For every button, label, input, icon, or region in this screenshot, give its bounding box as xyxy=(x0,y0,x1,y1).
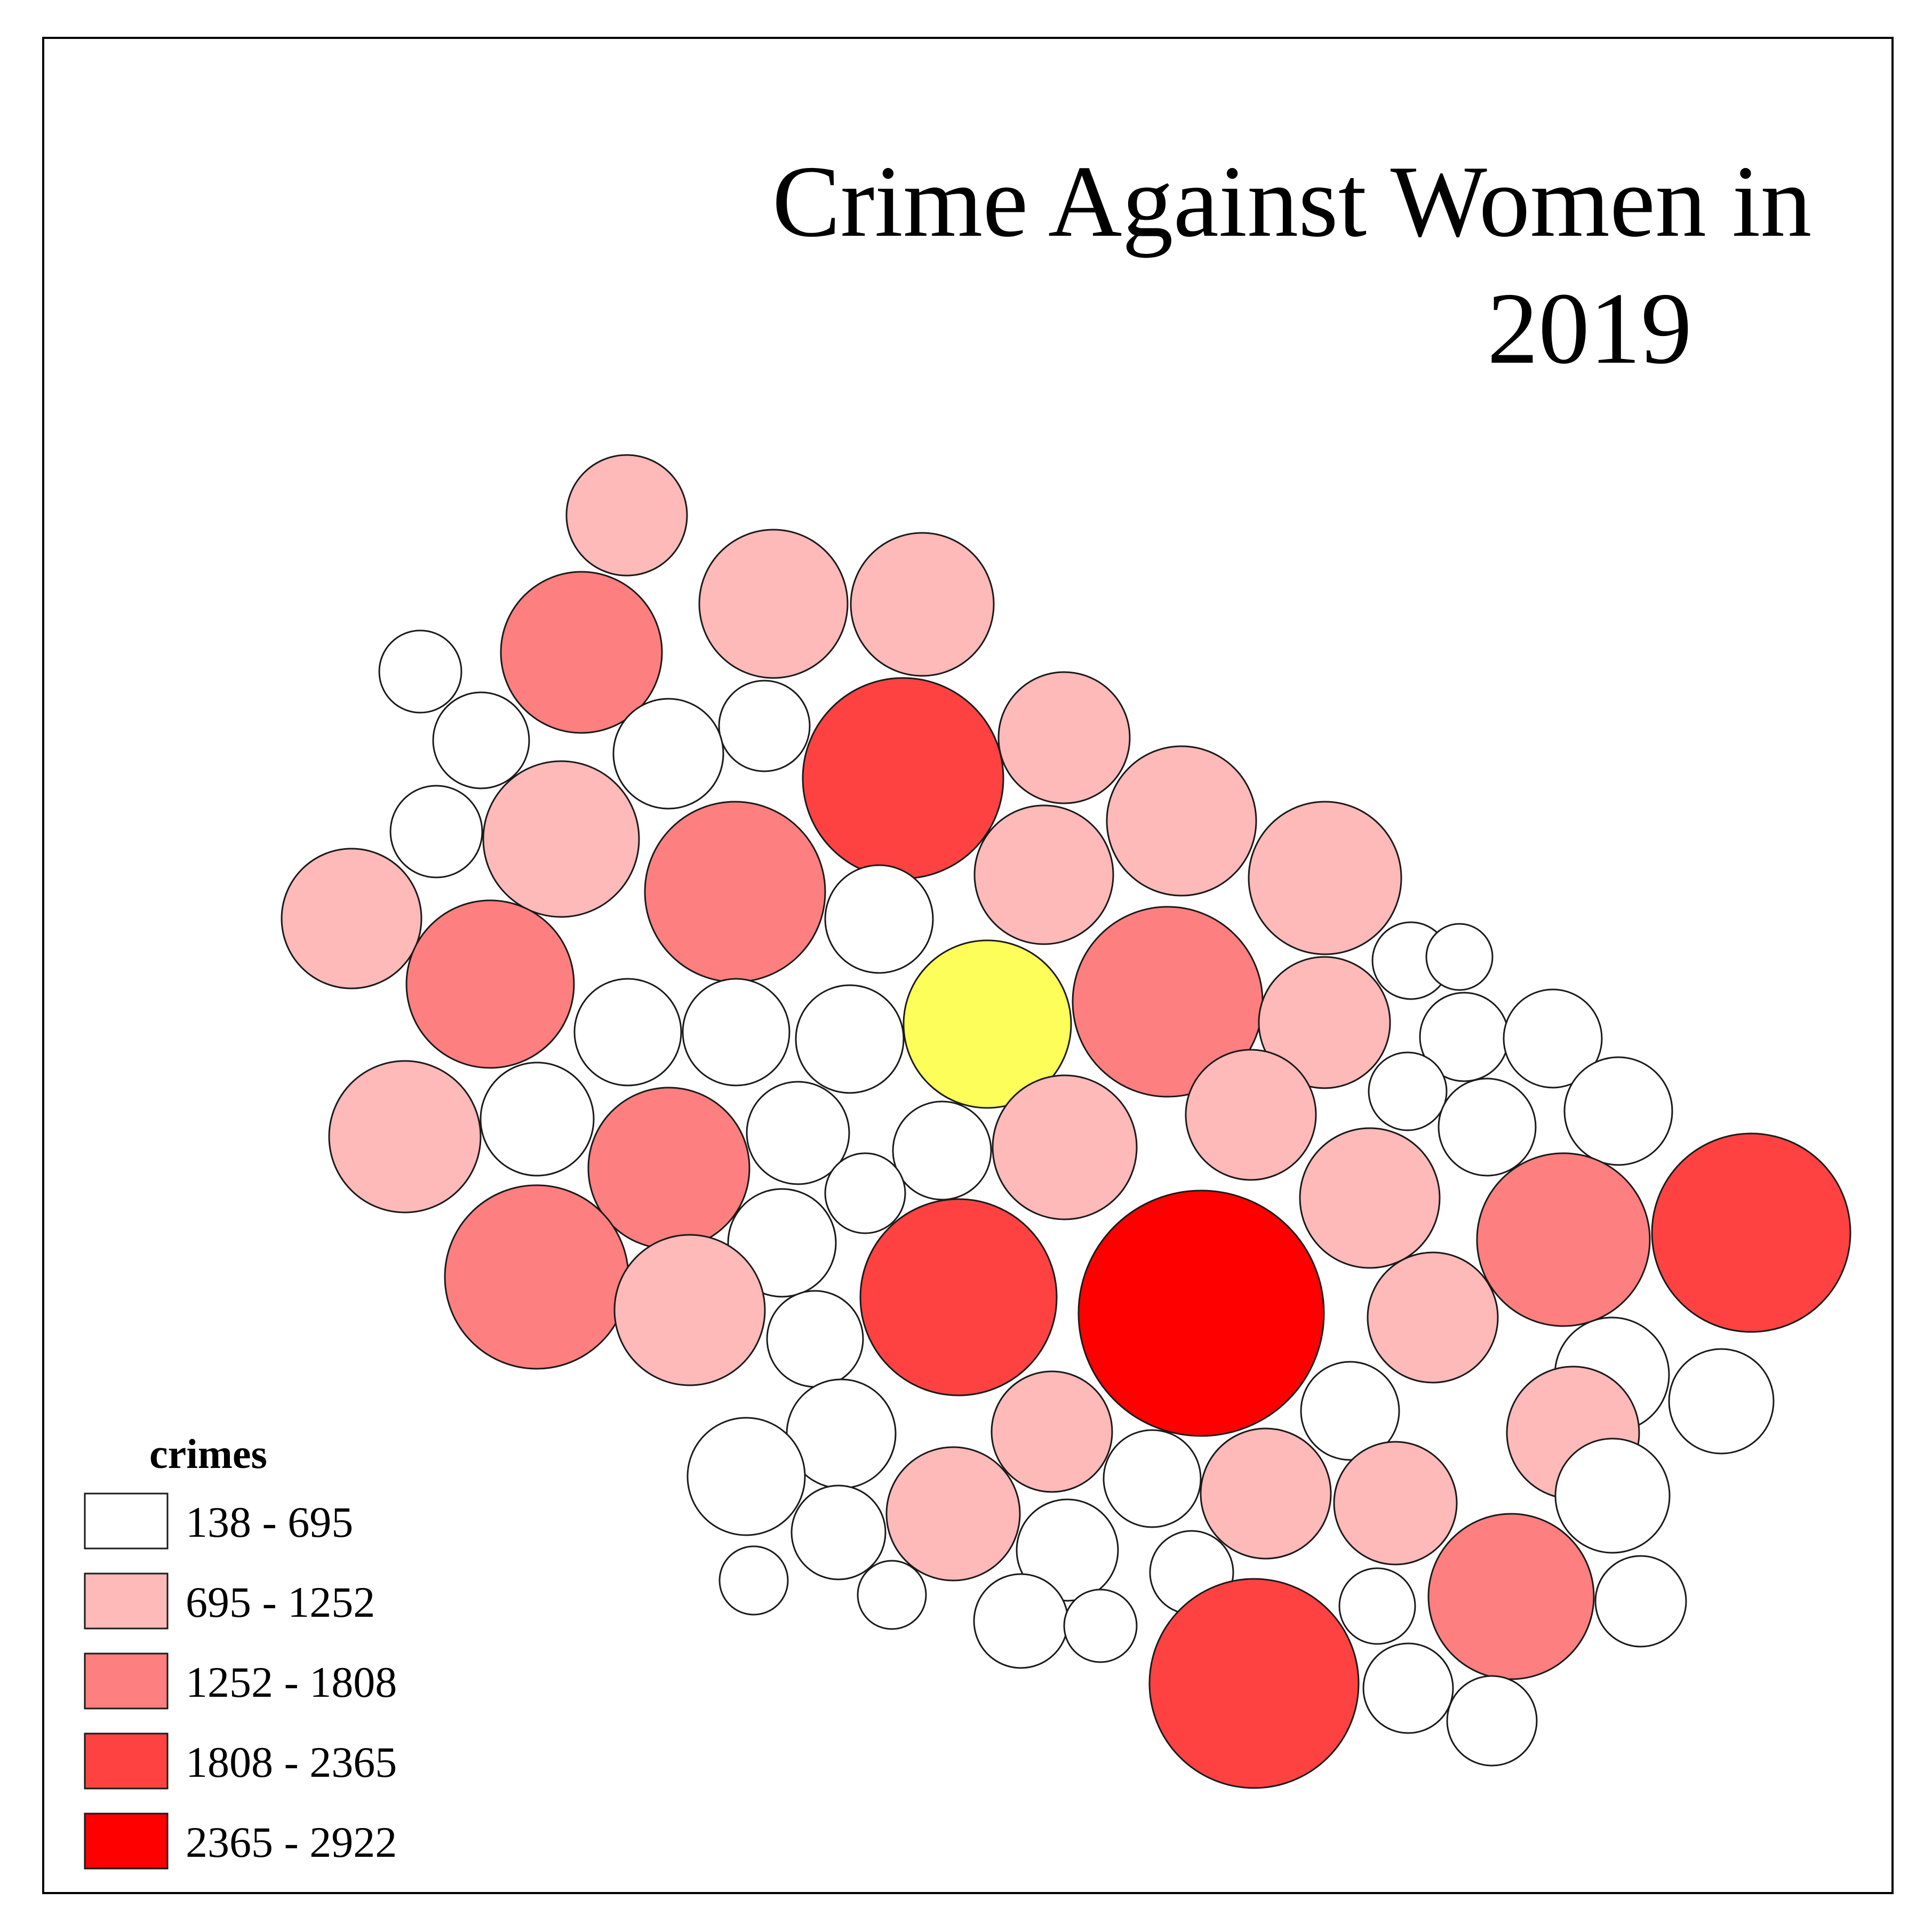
region-bubble xyxy=(973,804,1114,945)
region-bubble xyxy=(444,1184,629,1370)
region-bubble xyxy=(573,978,682,1087)
region-bubble xyxy=(1338,1567,1416,1645)
region-bubble xyxy=(1362,1642,1454,1734)
region-bubble xyxy=(727,1188,837,1298)
region-bubble xyxy=(1476,1152,1651,1327)
region-bubble xyxy=(892,1100,992,1201)
region-bubble xyxy=(795,984,905,1094)
region-bubble xyxy=(1077,1189,1325,1437)
region-bubble xyxy=(824,864,934,974)
region-bubble xyxy=(432,691,530,789)
region-bubble xyxy=(1563,1056,1673,1166)
region-bubble xyxy=(1446,1675,1538,1767)
region-bubble xyxy=(1300,1361,1400,1461)
legend-swatch xyxy=(84,1813,169,1870)
region-bubble xyxy=(857,1560,927,1630)
region-bubble xyxy=(992,1074,1138,1220)
legend-label: 138 - 695 xyxy=(186,1498,353,1546)
region-bubble xyxy=(1438,1077,1537,1177)
region-bubble xyxy=(885,1446,1021,1582)
region-bubble xyxy=(1554,1438,1671,1554)
region-bubble xyxy=(850,532,995,677)
region-bubble xyxy=(1016,1498,1119,1602)
region-bubble xyxy=(991,1370,1113,1493)
legend-item: 695 - 1252 xyxy=(84,1572,375,1630)
region-bubble xyxy=(1200,1427,1332,1560)
region-bubble xyxy=(718,1545,789,1616)
legend-swatch xyxy=(84,1652,169,1710)
region-bubble xyxy=(1503,988,1603,1089)
legend-item: 1252 - 1808 xyxy=(84,1652,397,1710)
region-bubble xyxy=(766,1290,864,1388)
region-bubble xyxy=(1668,1348,1775,1455)
bubble-layer xyxy=(281,454,1851,1789)
legend-swatch xyxy=(84,1733,169,1790)
region-bubble xyxy=(612,698,724,810)
region-bubble xyxy=(746,1081,850,1185)
legend-heading: crimes xyxy=(149,1431,267,1477)
region-bubble xyxy=(682,978,791,1087)
region-bubble xyxy=(1367,1251,1499,1384)
legend-swatch xyxy=(84,1492,169,1550)
region-bubble xyxy=(997,671,1131,804)
region-bubble xyxy=(686,1417,806,1536)
region-bubble xyxy=(378,629,462,714)
region-bubble xyxy=(1106,745,1257,897)
map-title-line2: 2019 xyxy=(1487,272,1692,385)
region-bubble xyxy=(613,1234,766,1386)
region-bubble xyxy=(1148,1578,1360,1789)
legend-label: 1808 - 2365 xyxy=(186,1738,397,1786)
region-bubble xyxy=(718,680,811,772)
region-bubble xyxy=(389,785,483,879)
region-bubble xyxy=(565,454,688,577)
map-title-line1: Crime Against Women in xyxy=(772,145,1812,258)
region-bubble xyxy=(1103,1429,1202,1528)
region-bubble xyxy=(1368,1051,1448,1131)
region-bubble xyxy=(1185,1049,1317,1181)
region-bubble xyxy=(1425,923,1494,991)
region-bubble xyxy=(500,571,663,734)
highlighted-region-bubble xyxy=(903,939,1072,1109)
legend-item: 138 - 695 xyxy=(84,1492,353,1550)
region-bubble xyxy=(405,899,575,1069)
region-bubble xyxy=(328,1060,482,1214)
region-bubble xyxy=(1299,1127,1441,1269)
region-bubble xyxy=(1063,1588,1138,1663)
legend-item: 2365 - 2922 xyxy=(84,1813,397,1870)
region-bubble xyxy=(1333,1441,1458,1566)
region-bubble xyxy=(824,1152,906,1234)
legend: crimes 138 - 695 695 - 1252 1252 - 1808 … xyxy=(84,1431,397,1870)
region-bubble xyxy=(281,848,422,989)
legend-label: 1252 - 1808 xyxy=(186,1658,397,1706)
region-bubble xyxy=(791,1484,887,1580)
legend-swatch xyxy=(84,1572,169,1630)
legend-label: 2365 - 2922 xyxy=(186,1818,397,1866)
legend-item: 1808 - 2365 xyxy=(84,1733,397,1790)
region-bubble xyxy=(482,760,640,918)
region-bubble xyxy=(1258,956,1391,1089)
legend-label: 695 - 1252 xyxy=(186,1578,375,1626)
region-bubble xyxy=(802,677,1004,880)
region-bubble xyxy=(1594,1555,1687,1648)
region-bubble xyxy=(973,1573,1069,1669)
region-bubble xyxy=(480,1061,595,1177)
region-bubble xyxy=(1248,801,1402,955)
region-bubble xyxy=(698,529,849,679)
region-bubble xyxy=(644,801,826,983)
region-bubble xyxy=(1427,1513,1595,1680)
region-bubble xyxy=(1651,1132,1851,1333)
region-bubble xyxy=(859,1198,1058,1396)
